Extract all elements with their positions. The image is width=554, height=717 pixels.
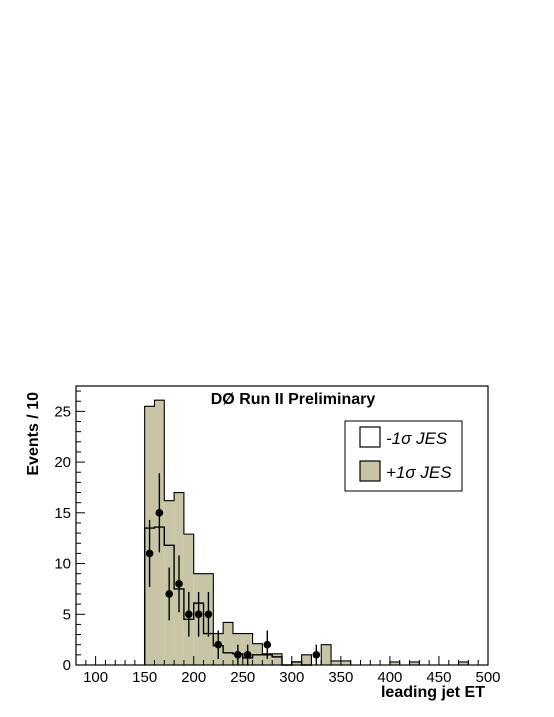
- plot-area: [143, 399, 469, 666]
- axes: 100 150 200 250 300 350 400 450 500 0 5 10 15 20 25: [54, 390, 501, 686]
- x-axis-label: leading jet ET: [381, 684, 485, 701]
- plus-sigma-bin: [409, 661, 420, 665]
- x-tick-label: 300: [279, 669, 304, 686]
- x-tick-label: 400: [377, 669, 402, 686]
- legend-swatch-minus: [359, 426, 381, 448]
- chart-title: DØ Run II Preliminary: [211, 391, 376, 408]
- legend-swatch-plus: [359, 460, 381, 482]
- plus-sigma-bin: [223, 622, 233, 665]
- x-tick-label: 500: [475, 669, 500, 686]
- plus-sigma-bin: [301, 654, 312, 665]
- data-point: [165, 590, 173, 598]
- data-point: [263, 640, 272, 649]
- legend: -1σ JES +1σ JES: [344, 420, 463, 492]
- plus-sigma-bin: [331, 660, 341, 665]
- y-tick-label: 10: [54, 556, 71, 573]
- data-point: [185, 610, 193, 619]
- y-tick-label: 25: [54, 403, 71, 420]
- plus-sigma-bin: [321, 644, 332, 665]
- x-tick-label: 100: [83, 669, 108, 686]
- data-point: [312, 651, 321, 659]
- y-axis-label: Events / 10: [25, 392, 42, 476]
- plus-sigma-bin: [458, 661, 469, 665]
- y-tick-label: 20: [54, 454, 71, 471]
- plus-sigma-bin: [272, 653, 282, 665]
- y-tick-label: 15: [54, 505, 71, 522]
- data-point: [145, 549, 154, 558]
- x-tick-label: 200: [181, 669, 206, 686]
- plus-sigma-bin: [262, 653, 273, 665]
- data-point: [175, 580, 183, 588]
- data-point: [214, 640, 223, 649]
- x-tick-label: 450: [426, 669, 451, 686]
- data-point: [204, 610, 213, 619]
- plus-sigma-bin: [291, 661, 302, 665]
- data-point: [243, 651, 252, 659]
- plus-sigma-bin: [389, 661, 400, 665]
- data-point: [194, 610, 203, 619]
- data-point: [234, 651, 242, 659]
- x-tick-label: 250: [230, 669, 255, 686]
- x-tick-label: 150: [132, 669, 157, 686]
- legend-label-plus: +1σ JES: [386, 463, 452, 482]
- plus-sigma-bin: [340, 660, 351, 665]
- data-point: [155, 509, 164, 517]
- y-tick-label: 5: [63, 606, 71, 623]
- x-tick-label: 350: [328, 669, 353, 686]
- legend-label-minus: -1σ JES: [386, 429, 448, 448]
- y-tick-label: 0: [63, 657, 71, 674]
